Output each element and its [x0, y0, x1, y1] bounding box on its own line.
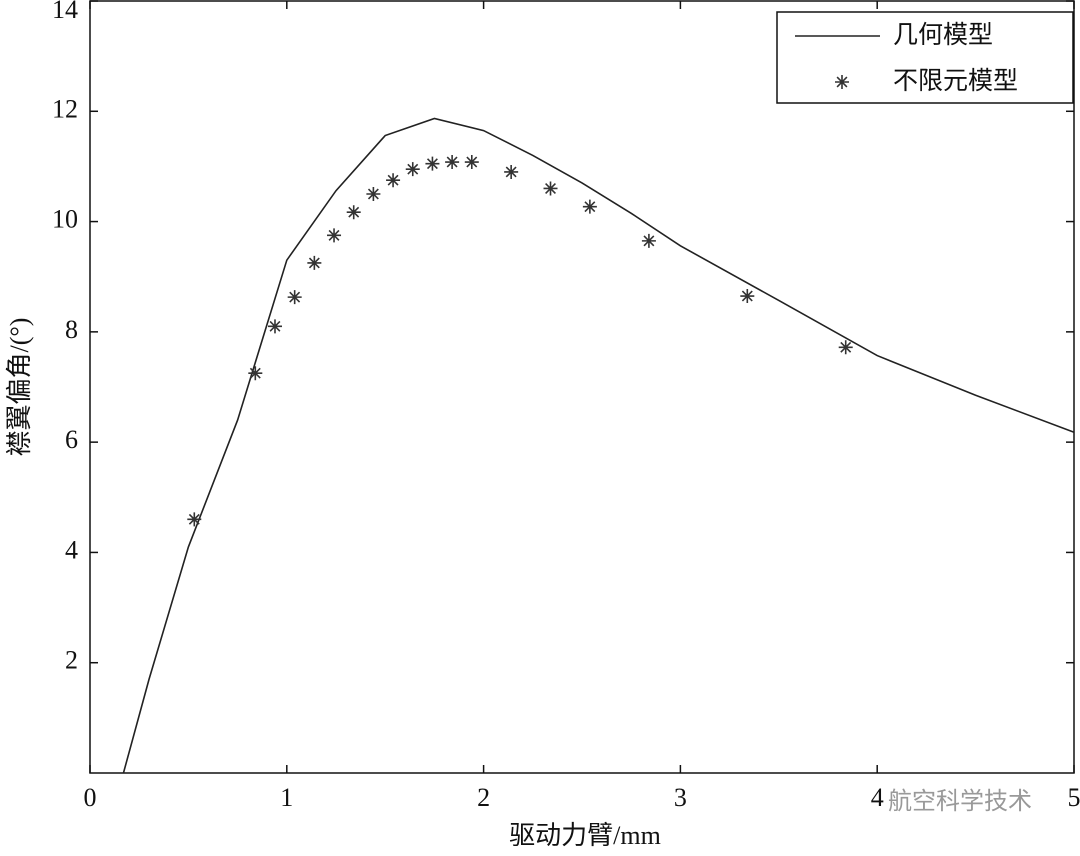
data-point	[248, 366, 263, 381]
legend-label: 几何模型	[893, 20, 993, 49]
y-tick-label: 14	[52, 0, 78, 24]
y-tick-label: 12	[52, 94, 78, 123]
y-tick-label: 4	[65, 535, 78, 564]
x-tick-label: 2	[477, 783, 490, 812]
series-line	[122, 117, 1075, 774]
data-point	[366, 187, 381, 201]
y-tick-label: 8	[65, 315, 78, 344]
data-point	[405, 162, 420, 177]
data-point	[187, 512, 202, 527]
y-axis-label: 襟翼偏角/(°)	[5, 318, 34, 457]
data-point	[346, 205, 361, 220]
data-point	[267, 319, 282, 334]
x-tick-label: 0	[84, 783, 97, 812]
y-tick-label: 2	[65, 646, 78, 675]
legend-box	[776, 11, 1074, 104]
x-axis-label: 驱动力臂/mm	[509, 821, 661, 850]
data-point	[464, 155, 479, 170]
legend-label: 不限元模型	[893, 66, 1018, 95]
x-tick-label: 1	[280, 783, 293, 812]
x-tick-label: 5	[1068, 783, 1080, 812]
x-tick-label: 4	[871, 783, 884, 812]
plot-frame	[89, 0, 1075, 774]
data-point	[504, 164, 519, 179]
data-point	[445, 155, 460, 170]
data-point	[543, 181, 558, 196]
data-point	[740, 289, 755, 304]
data-point	[386, 173, 401, 188]
data-point	[582, 199, 597, 214]
data-point	[327, 228, 342, 243]
data-point	[307, 255, 322, 270]
data-point	[641, 233, 656, 248]
legend-swatch	[835, 75, 849, 89]
watermark: 航空科学技术	[888, 787, 1032, 815]
y-tick-label: 10	[52, 205, 78, 234]
data-point	[425, 156, 440, 171]
x-tick-label: 3	[674, 783, 687, 812]
data-point	[287, 290, 302, 305]
data-point	[838, 340, 853, 355]
y-tick-label: 6	[65, 425, 78, 454]
